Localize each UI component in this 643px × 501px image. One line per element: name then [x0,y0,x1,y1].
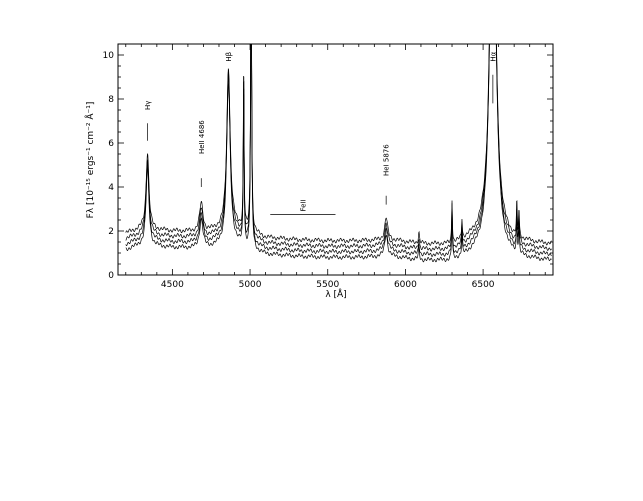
line-id-label: HeII 4686 [198,120,206,154]
spectrum-line [125,44,552,263]
y-tick-label: 8 [108,95,114,105]
line-id-label: Hβ [225,52,233,62]
x-tick-label: 5500 [316,280,339,290]
x-tick-label: 6500 [472,280,495,290]
x-tick-label: 6000 [394,280,417,290]
line-id-label: HeI 5876 [383,144,391,176]
line-id-label: Hα [489,51,497,61]
spectrum-line [125,44,552,257]
y-tick-label: 0 [108,271,114,281]
y-tick-label: 10 [103,51,115,61]
y-tick-label: 2 [108,227,114,237]
line-id-label: Hγ [144,101,152,110]
spectrum-line [125,44,552,246]
feii-label: FeII [299,199,307,211]
spectra-group [125,44,552,263]
x-tick-label: 4500 [161,280,184,290]
plot-frame [117,43,554,276]
y-tick-label: 4 [108,183,114,193]
spectrum-line [125,44,552,252]
y-axis-title: Fλ [10⁻¹⁵ ergs⁻¹ cm⁻² Å⁻¹] [84,102,96,219]
x-tick-label: 5000 [239,280,262,290]
x-axis-title: λ [Å] [325,288,346,300]
y-tick-label: 6 [108,139,114,149]
